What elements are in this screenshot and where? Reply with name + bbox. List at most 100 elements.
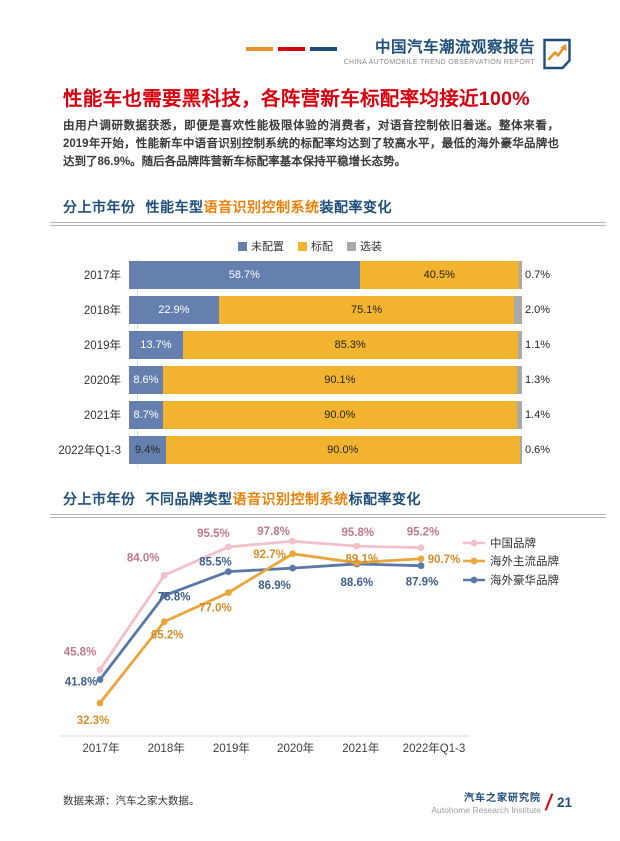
bar-segment-标配: 90.1% [162, 366, 517, 394]
line-series-海外主流品牌 [98, 552, 423, 705]
bar-track: 58.7% 40.5% [129, 261, 522, 289]
data-label-海外主流品牌: 92.7% [253, 549, 286, 561]
bar-segment-标配: 90.0% [163, 401, 517, 429]
data-label-中国品牌: 95.5% [197, 528, 230, 540]
bar-row-2022年Q1-3: 2022年Q1-3 9.4% 90.0% 0.6% [40, 436, 550, 464]
data-label-海外主流品牌: 77.0% [199, 603, 232, 615]
data-label-海外豪华品牌: 86.9% [258, 580, 291, 592]
bar-year-label: 2019年 [83, 340, 121, 352]
bar-segment-标配: 75.1% [218, 296, 515, 324]
data-label-海外主流品牌: 89.1% [345, 554, 378, 566]
page-number-slash [544, 793, 554, 811]
bar-track: 8.6% 90.1% [129, 366, 522, 394]
section1-suffix: 装配率变化 [319, 199, 392, 215]
bar-optional-label: 0.6% [525, 444, 551, 456]
header-title-block: 中国汽车潮流观察报告 CHINA AUTOMOBILE TREND OBSERV… [344, 38, 535, 66]
bar-optional-label: 0.7% [525, 269, 551, 281]
bar-year-label: 2022年Q1-3 [58, 445, 121, 457]
bar-optional-label: 1.3% [525, 374, 551, 386]
data-point-中国品牌 [353, 542, 361, 550]
legend-swatch [238, 241, 247, 251]
legend-item-未配置: 未配置 [238, 238, 284, 254]
bar-row-2017年: 2017年 58.7% 40.5% 0.7% [40, 261, 550, 289]
report-title-cn: 中国汽车潮流观察报告 [374, 39, 535, 56]
data-source-note: 数据来源：汽车之家大数据。 [63, 795, 200, 807]
bar-segment-未配置: 9.4% [129, 436, 166, 464]
dash-orange [245, 47, 273, 51]
section1-divider [50, 222, 606, 226]
bar-optional-label: 2.0% [525, 304, 551, 316]
data-point-海外主流品牌 [225, 589, 232, 596]
data-label-中国品牌: 45.8% [64, 647, 97, 659]
trend-document-icon [543, 38, 571, 70]
data-label-海外豪华品牌: 85.5% [199, 557, 232, 569]
section2-divider [50, 514, 606, 518]
bar-segment-选装 [518, 261, 522, 289]
section-title-equip-rate: 分上市年份 性能车型语音识别控制系统装配率变化 [63, 197, 392, 217]
bar-year-label: 2017年 [83, 270, 121, 282]
bar-row-2020年: 2020年 8.6% 90.1% 1.3% [40, 366, 550, 394]
bar-segment-选装 [514, 296, 522, 324]
legend-item-标配: 标配 [298, 238, 333, 254]
data-label-中国品牌: 84.0% [127, 552, 160, 564]
data-point-中国品牌 [96, 666, 104, 674]
bar-row-2019年: 2019年 13.7% 85.3% 1.1% [40, 331, 550, 359]
bar-segment-未配置: 8.7% [129, 401, 164, 429]
x-tick-label: 2017年 [82, 741, 119, 755]
data-label-海外豪华品牌: 41.8% [65, 677, 98, 689]
report-title-en: CHINA AUTOMOBILE TREND OBSERVATION REPOR… [343, 59, 535, 66]
data-point-海外豪华品牌 [96, 676, 104, 683]
bar-track: 13.7% 85.3% [129, 331, 522, 359]
legend-marker [470, 557, 478, 565]
institute-name-en: Autohome Research Institute [431, 805, 541, 815]
dash-red [277, 47, 305, 51]
data-label-中国品牌: 95.8% [341, 527, 374, 539]
data-point-海外主流品牌 [417, 555, 425, 563]
legend-marker [470, 539, 478, 547]
x-tick-label: 2019年 [213, 741, 250, 755]
x-tick-label: 2022年Q1-3 [403, 741, 466, 755]
bar-segment-标配: 90.0% [165, 436, 520, 464]
legend-item-选装: 选装 [347, 238, 382, 254]
footer-institute-block: 汽车之家研究院 Autohome Research Institute 21 [431, 789, 572, 815]
section2-prefix: 不同品牌类型 [145, 491, 233, 507]
bar-row-2018年: 2018年 22.9% 75.1% 2.0% [40, 296, 550, 324]
legend-label: 未配置 [251, 241, 284, 253]
section2-suffix: 标配率变化 [348, 491, 421, 507]
dash-navy [309, 47, 337, 51]
header-dashes [245, 47, 337, 51]
legend-label-中国品牌: 中国品牌 [490, 536, 536, 550]
data-label-海外主流品牌: 90.7% [428, 554, 461, 566]
data-point-海外豪华品牌 [160, 592, 168, 599]
legend-marker [470, 576, 478, 584]
data-label-海外豪华品牌: 87.9% [406, 577, 439, 589]
data-point-海外豪华品牌 [225, 568, 232, 575]
legend-label-海外主流品牌: 海外主流品牌 [490, 554, 559, 568]
data-label-海外豪华品牌: 75.8% [158, 592, 191, 604]
data-label-海外豪华品牌: 88.6% [340, 577, 373, 589]
legend-label: 选装 [360, 241, 382, 253]
section2-lead: 分上市年份 [63, 491, 136, 507]
line-chart: 45.8% 84.0% 95.5% 97.8% 95.8% 95.2% 32.3% 65.2%… [60, 526, 559, 755]
data-point-中国品牌 [417, 544, 425, 552]
data-point-海外主流品牌 [160, 618, 168, 626]
section1-lead: 分上市年份 [63, 199, 136, 215]
bar-track: 8.7% 90.0% [129, 401, 522, 429]
data-label-中国品牌: 97.8% [257, 526, 290, 538]
bar-segment-选装 [517, 331, 522, 359]
data-point-海外豪华品牌 [417, 562, 425, 570]
data-point-海外主流品牌 [353, 559, 361, 567]
bar-year-label: 2021年 [83, 410, 121, 422]
institute-name-cn: 汽车之家研究院 [463, 793, 541, 804]
line-series-海外豪华品牌 [98, 562, 423, 681]
data-point-中国品牌 [225, 543, 232, 551]
legend-swatch [347, 241, 356, 251]
x-tick-label: 2021年 [342, 741, 379, 755]
section1-highlight: 语音识别控制系统 [203, 199, 320, 215]
x-tick-label: 2020年 [277, 741, 314, 755]
line-series-中国品牌 [98, 539, 423, 672]
x-tick-label: 2018年 [148, 741, 185, 755]
legend-label: 标配 [311, 241, 333, 253]
intro-paragraph: 由用户调研数据获悉，即便是喜欢性能极限体验的消费者，对语音控制依旧着迷。整体来看… [63, 120, 559, 168]
